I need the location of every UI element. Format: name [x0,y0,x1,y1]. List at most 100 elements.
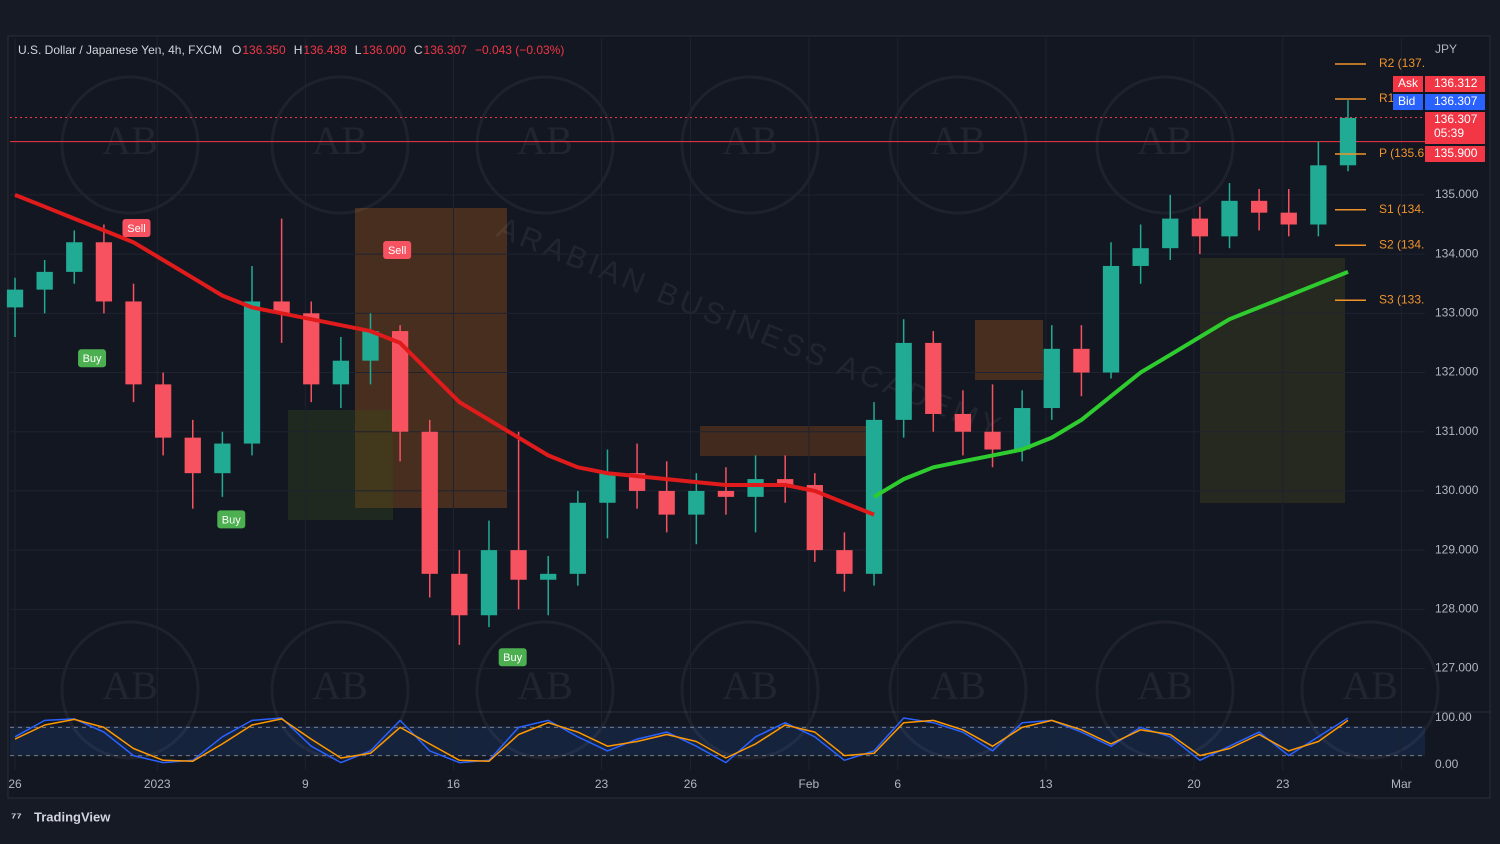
candle-body [984,431,1001,450]
candle-body [806,485,823,551]
candle-body [154,384,172,438]
signal-label: Sell [388,245,406,257]
x-tick-label: 23 [595,777,609,791]
header-label: O [232,43,241,57]
y-tick-label: 129.000 [1435,542,1479,556]
x-tick-label: 13 [1039,777,1053,791]
header-value: 136.438 [303,43,347,57]
watermark-circle [475,75,615,215]
pivot-label: P (135.6 [1379,146,1424,160]
y-tick-label: 133.000 [1435,305,1479,319]
signal-label: Buy [83,353,102,365]
watermark: AB [1342,663,1398,708]
candle-body [243,301,261,444]
signal-marker [383,240,412,259]
signal-label: Sell [127,223,145,235]
price-tag [1425,76,1485,92]
watermark-circle [680,620,820,760]
candle-body [421,431,438,574]
watermark-circle [680,75,820,215]
watermark: AB [1137,663,1193,708]
price-tag-label: 136.312 [1434,76,1478,90]
candle-body [599,473,616,503]
candle-body [1250,200,1268,213]
candle-body [836,550,853,574]
price-tag-label: 135.900 [1434,146,1478,160]
x-tick-label: Mar [1391,777,1412,791]
ma-line [872,270,1349,499]
candle-body [1221,200,1238,237]
tag-name-box [1393,76,1423,92]
candle-body [1132,248,1149,266]
zone [700,426,878,456]
watermark: AB [312,663,368,708]
candle-body [925,342,942,414]
candle-body [1162,218,1179,249]
x-tick-label: 26 [684,777,698,791]
candle-body [1073,348,1090,373]
watermark: AB [930,118,986,163]
candle-body [480,550,498,616]
watermark: AB [102,118,158,163]
price-tag [1425,112,1485,144]
zone [1200,258,1345,503]
header-value: −0.043 (−0.03%) [475,43,564,57]
watermark: AB [930,663,986,708]
candle-body [1339,117,1357,166]
tag-name: Bid [1398,94,1415,108]
price-tag-label: 136.307 [1434,94,1478,108]
watermark-circle [1300,620,1440,760]
watermark: AB [722,118,778,163]
candle-body [1191,218,1209,237]
x-tick-label: 9 [302,777,309,791]
signal-marker [217,510,246,529]
pivot-label: R1 [1379,91,1395,105]
candle-body [1102,265,1120,373]
signal-label: Buy [503,652,522,664]
oscillator-band [10,726,1425,756]
candle-body [717,490,735,497]
watermark: AB [1137,118,1193,163]
signal-marker [78,349,107,368]
watermark: AB [517,663,573,708]
header-value: 136.350 [242,43,286,57]
candle-body [510,550,527,580]
x-tick-label: 2023 [144,777,171,791]
candle-body [540,573,557,580]
y-tick-label: 130.000 [1435,483,1479,497]
oscillator-tick-label: 0.00 [1435,757,1459,771]
candle-body [777,479,794,486]
candle-body [66,242,83,272]
candle-body [1280,212,1297,225]
pivot-label: S1 (134. [1379,202,1424,216]
countdown: 05:39 [1434,126,1464,140]
watermark-circle [888,620,1028,760]
candle-body [125,301,142,385]
x-tick-label: 23 [1276,777,1290,791]
candle-body [273,301,290,314]
x-tick-label: 20 [1187,777,1201,791]
candle-body [214,443,231,474]
candle-body [895,342,912,420]
candle-body [1310,165,1327,225]
candle-body [6,289,24,308]
watermark-circle [60,75,200,215]
watermark-circle [1095,75,1235,215]
pivot-label: R2 (137. [1379,56,1425,70]
ma-line [14,193,875,517]
watermark-circle [270,75,410,215]
pivot-label: S3 (133. [1379,292,1424,306]
watermark-circle [60,620,200,760]
signal-marker [498,648,527,667]
candle-body [747,479,764,497]
candle-body [332,360,350,385]
candle-body [95,242,113,302]
x-tick-label: 26 [8,777,22,791]
watermark-circle [475,620,615,760]
candle-body [954,413,972,432]
watermark-circle [1095,620,1235,760]
zone [288,410,393,520]
watermark: AB [312,118,368,163]
x-tick-label: 6 [894,777,901,791]
